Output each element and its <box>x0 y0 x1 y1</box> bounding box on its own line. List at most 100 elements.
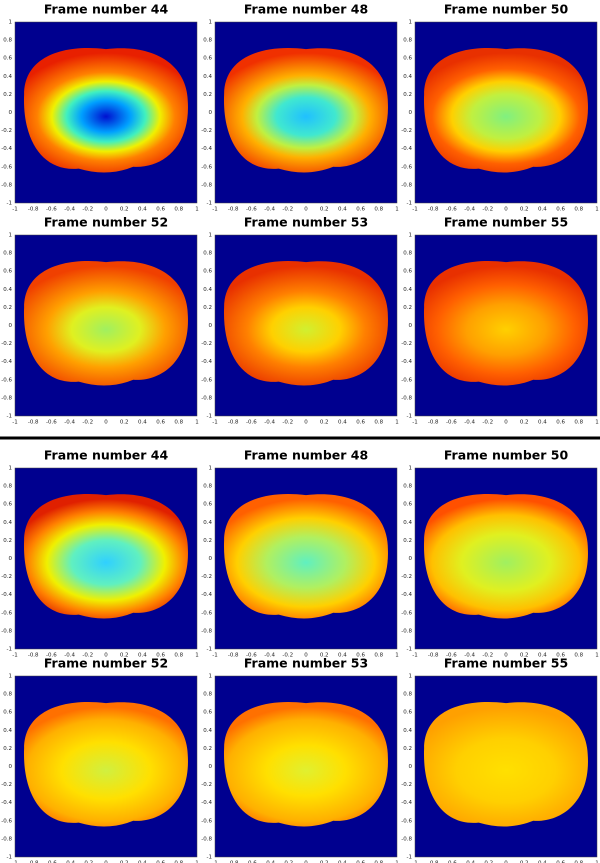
y-tick-label: -0.4 <box>1 592 12 598</box>
x-tick-label: -0.2 <box>282 861 293 863</box>
x-tick-label: 0.8 <box>374 420 383 426</box>
y-tick-label: -0.2 <box>1 341 12 347</box>
x-tick-label: 0.8 <box>174 653 183 659</box>
x-tick-label: -0.4 <box>64 861 75 863</box>
y-tick-label: -0.2 <box>1 782 12 788</box>
y-tick-label: 0 <box>409 556 413 562</box>
y-tick-label: -0.4 <box>1 359 12 365</box>
y-tick-label: -0.8 <box>401 628 412 634</box>
x-tick-label: -0.4 <box>464 420 475 426</box>
y-tick-label: -0.2 <box>401 128 412 134</box>
y-tick-label: -0.8 <box>401 836 412 842</box>
x-tick-label: -1 <box>212 207 217 213</box>
x-tick-label: 0.2 <box>520 861 529 863</box>
y-tick-label: -0.6 <box>1 610 12 616</box>
y-tick-label: 0.4 <box>403 728 412 734</box>
x-tick-label: 1 <box>595 420 599 426</box>
x-tick-label: -0.2 <box>482 653 493 659</box>
y-tick-label: 0.2 <box>3 92 12 98</box>
y-tick-label: 0.8 <box>203 692 212 698</box>
panel: Frame number 55 -1 -0.8 -0.6 -0.4 -0.2 0 0.2 0.4… <box>401 215 598 426</box>
x-tick-label: 0.6 <box>556 420 565 426</box>
x-tick-label: -0.8 <box>428 420 439 426</box>
x-tick-label: 0.2 <box>120 653 129 659</box>
panel: Frame number 48 -1 -0.8 -0.6 -0.4 -0.2 0 0.2 0.4… <box>201 448 398 659</box>
y-tick-label: 0.8 <box>403 692 412 698</box>
x-tick-label: 0 <box>104 420 108 426</box>
x-tick-label: -0.4 <box>64 420 75 426</box>
y-tick-label: -1 <box>207 414 212 420</box>
x-tick-label: -0.8 <box>28 653 39 659</box>
y-tick-label: -0.6 <box>201 610 212 616</box>
x-tick-label: 1 <box>595 861 599 863</box>
x-tick-label: -0.8 <box>428 861 439 863</box>
reconstruction-image <box>23 48 188 173</box>
x-tick-label: 0.6 <box>156 420 165 426</box>
y-tick-label: 0.8 <box>203 38 212 44</box>
y-tick-label: 0.6 <box>203 269 212 275</box>
panel-title: Frame number 55 <box>444 656 568 671</box>
y-tick-label: -0.4 <box>1 146 12 152</box>
y-tick-label: 0.4 <box>403 74 412 80</box>
y-tick-label: -1 <box>207 647 212 653</box>
x-tick-label: 0.4 <box>338 207 347 213</box>
y-tick-label: -0.2 <box>401 574 412 580</box>
y-tick-label: -0.4 <box>201 359 212 365</box>
y-tick-label: -0.2 <box>401 782 412 788</box>
y-tick-label: -1 <box>207 201 212 207</box>
x-tick-label: 0 <box>504 861 508 863</box>
plot-frame <box>214 21 398 204</box>
x-tick-label: -0.8 <box>228 861 239 863</box>
y-tick-label: 0.2 <box>403 305 412 311</box>
plot-frame <box>14 21 198 204</box>
y-tick-label: 0.2 <box>3 305 12 311</box>
x-tick-label: 0.8 <box>174 207 183 213</box>
x-tick-label: -1 <box>412 207 417 213</box>
x-tick-label: 0.6 <box>556 653 565 659</box>
x-tick-label: -0.8 <box>28 420 39 426</box>
x-tick-label: -0.2 <box>82 207 93 213</box>
y-tick-label: 0 <box>9 110 13 116</box>
x-tick-label: -0.4 <box>464 861 475 863</box>
y-tick-label: 0.6 <box>403 710 412 716</box>
panel-title: Frame number 53 <box>244 656 368 671</box>
panel-title: Frame number 55 <box>444 215 568 230</box>
y-tick-label: -0.8 <box>401 182 412 188</box>
x-tick-label: 0.2 <box>320 653 329 659</box>
y-tick-label: -0.8 <box>1 395 12 401</box>
y-tick-label: -0.6 <box>201 377 212 383</box>
y-tick-label: -0.2 <box>401 341 412 347</box>
x-tick-label: 0.4 <box>138 207 147 213</box>
reconstruction-image <box>423 261 588 386</box>
y-tick-label: 0.4 <box>3 74 12 80</box>
x-tick-label: 1 <box>395 420 399 426</box>
x-tick-label: -0.6 <box>46 420 57 426</box>
y-tick-label: 0 <box>409 764 413 770</box>
x-tick-label: 0.2 <box>120 420 129 426</box>
x-tick-label: 0.8 <box>574 420 583 426</box>
x-tick-label: -1 <box>12 420 17 426</box>
y-tick-label: 1 <box>409 20 413 26</box>
y-tick-label: 0.6 <box>203 710 212 716</box>
x-tick-label: 0.8 <box>374 861 383 863</box>
x-tick-label: 0.6 <box>356 653 365 659</box>
x-tick-label: 0.4 <box>538 861 547 863</box>
x-tick-label: -0.4 <box>464 207 475 213</box>
y-tick-label: -0.6 <box>401 818 412 824</box>
y-tick-label: 0 <box>9 323 13 329</box>
reconstruction-image <box>23 702 188 827</box>
x-tick-label: 0.8 <box>574 207 583 213</box>
x-tick-label: -0.4 <box>464 653 475 659</box>
x-tick-label: -0.4 <box>264 207 275 213</box>
y-tick-label: 0.8 <box>403 484 412 490</box>
x-tick-label: -0.6 <box>446 207 457 213</box>
y-tick-label: -0.6 <box>201 164 212 170</box>
x-tick-label: 0 <box>504 653 508 659</box>
plot-frame <box>214 234 398 417</box>
x-tick-label: 0.6 <box>556 207 565 213</box>
y-tick-label: -0.6 <box>1 377 12 383</box>
y-tick-label: 1 <box>409 466 413 472</box>
x-tick-label: -1 <box>212 420 217 426</box>
y-tick-label: 0.6 <box>403 502 412 508</box>
y-tick-label: 0.4 <box>203 287 212 293</box>
